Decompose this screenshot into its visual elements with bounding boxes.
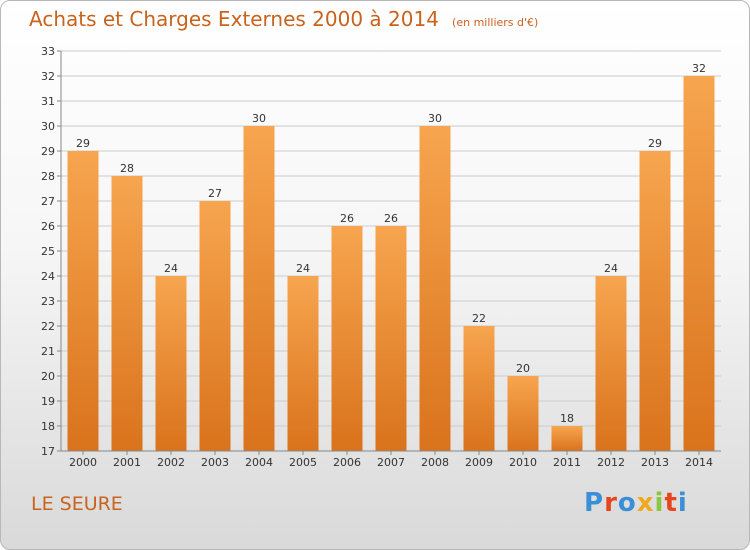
- bar-value-label: 18: [560, 412, 574, 425]
- logo-letter: i: [654, 488, 665, 518]
- y-tick-label: 18: [41, 420, 55, 433]
- bar-2011: [551, 426, 583, 451]
- proxiti-logo[interactable]: Proxiti: [584, 488, 688, 518]
- bar-value-label: 24: [164, 262, 178, 275]
- place-name: LE SEURE: [31, 493, 123, 515]
- bar-2008: [419, 126, 451, 451]
- bar-value-label: 29: [648, 137, 662, 150]
- y-tick-label: 33: [41, 45, 55, 58]
- bar-value-label: 24: [604, 262, 618, 275]
- y-axis: 17 18 19 20 21 22 23 24 25 26 27 28 29 30 31 32 33: [41, 45, 62, 458]
- x-tick-label: 2004: [245, 456, 273, 469]
- x-tick-label: 2005: [289, 456, 317, 469]
- bar-2010: [507, 376, 539, 451]
- y-tick-label: 26: [41, 220, 55, 233]
- bar-value-label: 27: [208, 187, 222, 200]
- bar-2007: [375, 226, 407, 451]
- y-tick-label: 29: [41, 145, 55, 158]
- x-tick-label: 2001: [113, 456, 141, 469]
- y-tick-label: 28: [41, 170, 55, 183]
- x-tick-label: 2009: [465, 456, 493, 469]
- x-tick-label: 2003: [201, 456, 229, 469]
- bar-2000: [67, 151, 99, 451]
- logo-letter: t: [664, 488, 678, 518]
- y-tick-label: 25: [41, 245, 55, 258]
- bars: 29 28 24 27 30 24 26 26 30 22 20 18 24 29 32: [67, 62, 715, 451]
- x-tick-label: 2006: [333, 456, 361, 469]
- bar-2006: [331, 226, 363, 451]
- bar-value-label: 32: [692, 62, 706, 75]
- x-tick-label: 2002: [157, 456, 185, 469]
- bar-2012: [595, 276, 627, 451]
- bar-2005: [287, 276, 319, 451]
- logo-letter: i: [677, 488, 688, 518]
- y-tick-label: 17: [41, 445, 55, 458]
- x-tick-label: 2011: [553, 456, 581, 469]
- logo-letter: P: [584, 488, 605, 518]
- y-tick-label: 19: [41, 395, 55, 408]
- bar-value-label: 29: [76, 137, 90, 150]
- bar-value-label: 22: [472, 312, 486, 325]
- x-tick-label: 2007: [377, 456, 405, 469]
- x-tick-label: 2010: [509, 456, 537, 469]
- y-tick-label: 32: [41, 70, 55, 83]
- bar-2009: [463, 326, 495, 451]
- bar-value-label: 24: [296, 262, 310, 275]
- bar-value-label: 28: [120, 162, 134, 175]
- bar-2014: [683, 76, 715, 451]
- x-axis: 2000 2001 2002 2003 2004 2005 2006 2007 2008 2009…: [61, 450, 721, 469]
- y-tick-label: 30: [41, 120, 55, 133]
- x-tick-label: 2008: [421, 456, 449, 469]
- bar-value-label: 26: [384, 212, 398, 225]
- bar-2001: [111, 176, 143, 451]
- bar-value-label: 30: [252, 112, 266, 125]
- y-tick-label: 24: [41, 270, 55, 283]
- chart-title: Achats et Charges Externes 2000 à 2014: [29, 7, 439, 31]
- y-tick-label: 31: [41, 95, 55, 108]
- x-tick-label: 2014: [685, 456, 713, 469]
- y-tick-label: 23: [41, 295, 55, 308]
- bar-value-label: 20: [516, 362, 530, 375]
- bar-value-label: 30: [428, 112, 442, 125]
- y-tick-label: 22: [41, 320, 55, 333]
- bar-value-label: 26: [340, 212, 354, 225]
- bar-2003: [199, 201, 231, 451]
- logo-letter: o: [617, 488, 637, 518]
- y-tick-label: 21: [41, 345, 55, 358]
- y-tick-label: 20: [41, 370, 55, 383]
- x-tick-label: 2012: [597, 456, 625, 469]
- bar-2004: [243, 126, 275, 451]
- logo-letter: x: [636, 488, 655, 518]
- bar-2002: [155, 276, 187, 451]
- x-tick-label: 2000: [69, 456, 97, 469]
- bar-2013: [639, 151, 671, 451]
- logo-letter: r: [604, 488, 618, 518]
- x-tick-label: 2013: [641, 456, 669, 469]
- title-row: Achats et Charges Externes 2000 à 2014 (…: [29, 7, 538, 31]
- y-tick-label: 27: [41, 195, 55, 208]
- chart-subtitle: (en milliers d'€): [452, 16, 539, 29]
